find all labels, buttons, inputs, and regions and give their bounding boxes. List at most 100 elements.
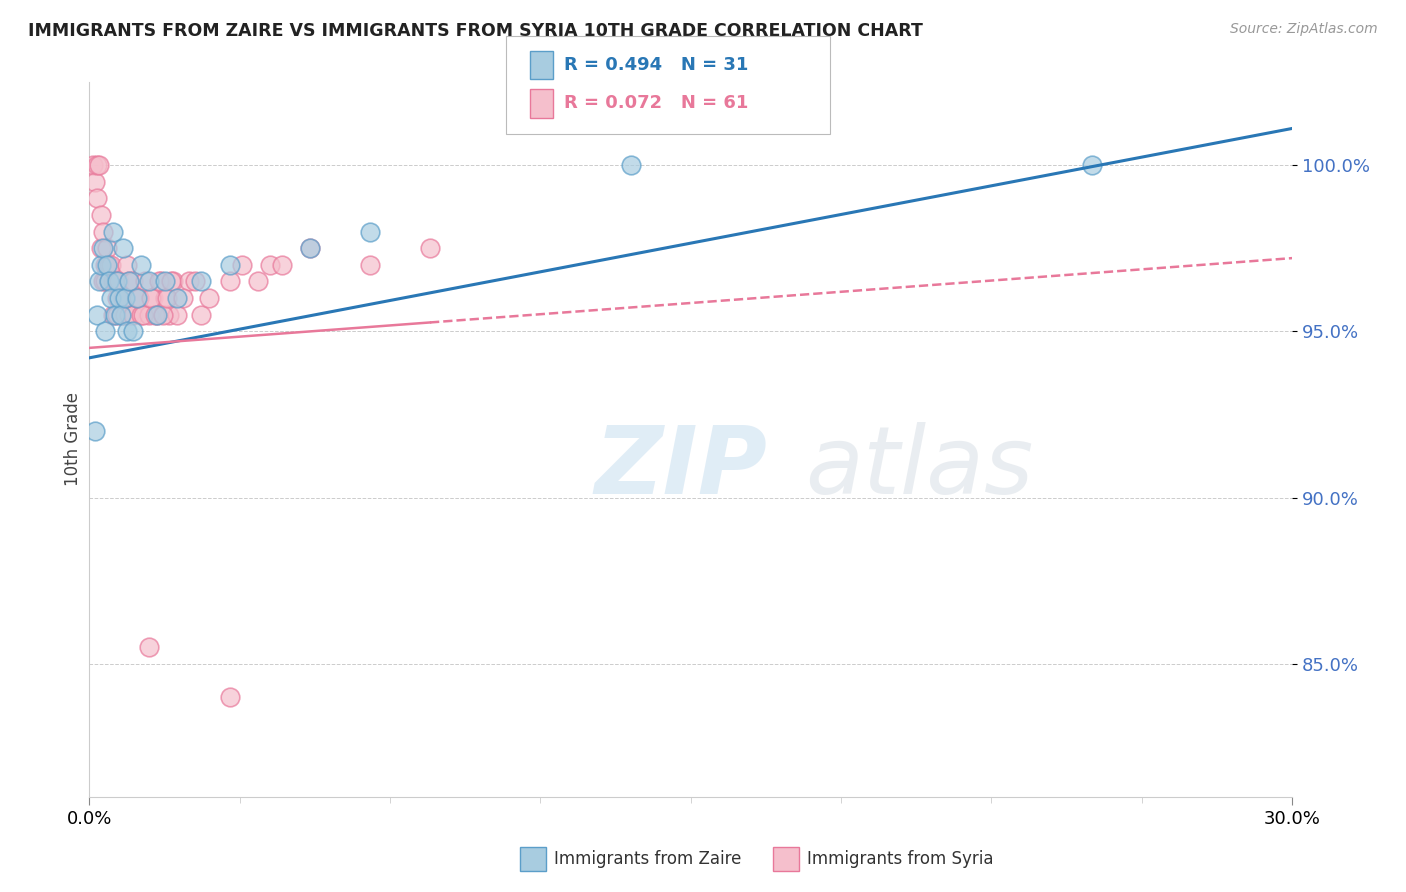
Point: [103, 274, 125, 288]
Point: [162, 274, 184, 288]
Point: [148, 274, 170, 288]
Point: [96, 241, 118, 255]
Text: R = 0.494   N = 31: R = 0.494 N = 31: [564, 56, 748, 74]
Point: [104, 274, 127, 288]
Point: [114, 308, 136, 322]
Point: [146, 308, 169, 322]
Point: [128, 291, 150, 305]
Point: [218, 690, 240, 704]
Point: [359, 258, 381, 272]
Point: [90, 208, 112, 222]
Point: [100, 258, 122, 272]
Point: [190, 274, 212, 288]
Point: [84, 424, 107, 438]
Point: [138, 308, 160, 322]
Point: [132, 308, 155, 322]
Text: Source: ZipAtlas.com: Source: ZipAtlas.com: [1230, 22, 1378, 37]
Point: [127, 291, 149, 305]
Text: R = 0.072   N = 61: R = 0.072 N = 61: [564, 95, 748, 112]
Point: [98, 258, 121, 272]
Point: [138, 274, 160, 288]
Point: [94, 324, 117, 338]
Point: [98, 274, 121, 288]
Point: [104, 308, 127, 322]
Point: [141, 291, 163, 305]
Point: [198, 291, 221, 305]
Point: [152, 308, 174, 322]
Point: [246, 274, 269, 288]
Point: [129, 308, 152, 322]
Point: [96, 258, 118, 272]
Text: Immigrants from Syria: Immigrants from Syria: [807, 850, 994, 868]
Point: [1080, 158, 1102, 172]
Point: [155, 291, 177, 305]
Point: [82, 158, 104, 172]
Point: [105, 274, 128, 288]
Point: [112, 291, 135, 305]
Point: [118, 308, 141, 322]
Point: [231, 258, 253, 272]
Point: [142, 291, 165, 305]
Point: [166, 291, 188, 305]
Point: [184, 274, 207, 288]
Point: [105, 308, 128, 322]
Point: [112, 241, 135, 255]
Point: [619, 158, 641, 172]
Point: [103, 225, 125, 239]
Point: [156, 291, 179, 305]
Point: [86, 191, 108, 205]
Text: Immigrants from Zaire: Immigrants from Zaire: [554, 850, 741, 868]
Text: atlas: atlas: [806, 423, 1033, 514]
Point: [86, 308, 108, 322]
Text: IMMIGRANTS FROM ZAIRE VS IMMIGRANTS FROM SYRIA 10TH GRADE CORRELATION CHART: IMMIGRANTS FROM ZAIRE VS IMMIGRANTS FROM…: [28, 22, 922, 40]
Point: [86, 158, 108, 172]
Point: [134, 274, 156, 288]
Point: [270, 258, 292, 272]
Point: [91, 225, 114, 239]
Point: [90, 258, 112, 272]
Point: [298, 241, 321, 255]
Point: [94, 258, 117, 272]
Point: [190, 308, 212, 322]
Point: [110, 308, 132, 322]
Point: [157, 308, 180, 322]
Point: [259, 258, 281, 272]
Point: [122, 274, 145, 288]
Point: [218, 258, 240, 272]
Point: [89, 158, 111, 172]
Point: [419, 241, 441, 255]
Point: [89, 274, 111, 288]
Point: [122, 308, 145, 322]
Point: [127, 291, 149, 305]
Point: [84, 175, 107, 189]
Point: [179, 274, 201, 288]
Point: [218, 274, 240, 288]
Point: [298, 241, 321, 255]
Point: [166, 308, 188, 322]
Point: [138, 640, 160, 654]
Point: [129, 258, 152, 272]
Text: ZIP: ZIP: [595, 422, 768, 514]
Point: [359, 225, 381, 239]
Point: [91, 241, 114, 255]
Point: [98, 274, 121, 288]
Point: [143, 308, 166, 322]
Point: [103, 308, 125, 322]
Point: [110, 308, 132, 322]
Point: [172, 291, 194, 305]
Point: [118, 274, 141, 288]
Point: [108, 291, 131, 305]
Point: [117, 258, 139, 272]
Point: [146, 308, 169, 322]
Point: [122, 324, 145, 338]
Point: [114, 291, 136, 305]
Point: [105, 291, 128, 305]
Point: [155, 274, 177, 288]
Point: [118, 274, 141, 288]
Point: [91, 274, 114, 288]
Point: [90, 241, 112, 255]
Y-axis label: 10th Grade: 10th Grade: [65, 392, 82, 486]
Point: [150, 274, 173, 288]
Point: [94, 274, 117, 288]
Point: [108, 274, 131, 288]
